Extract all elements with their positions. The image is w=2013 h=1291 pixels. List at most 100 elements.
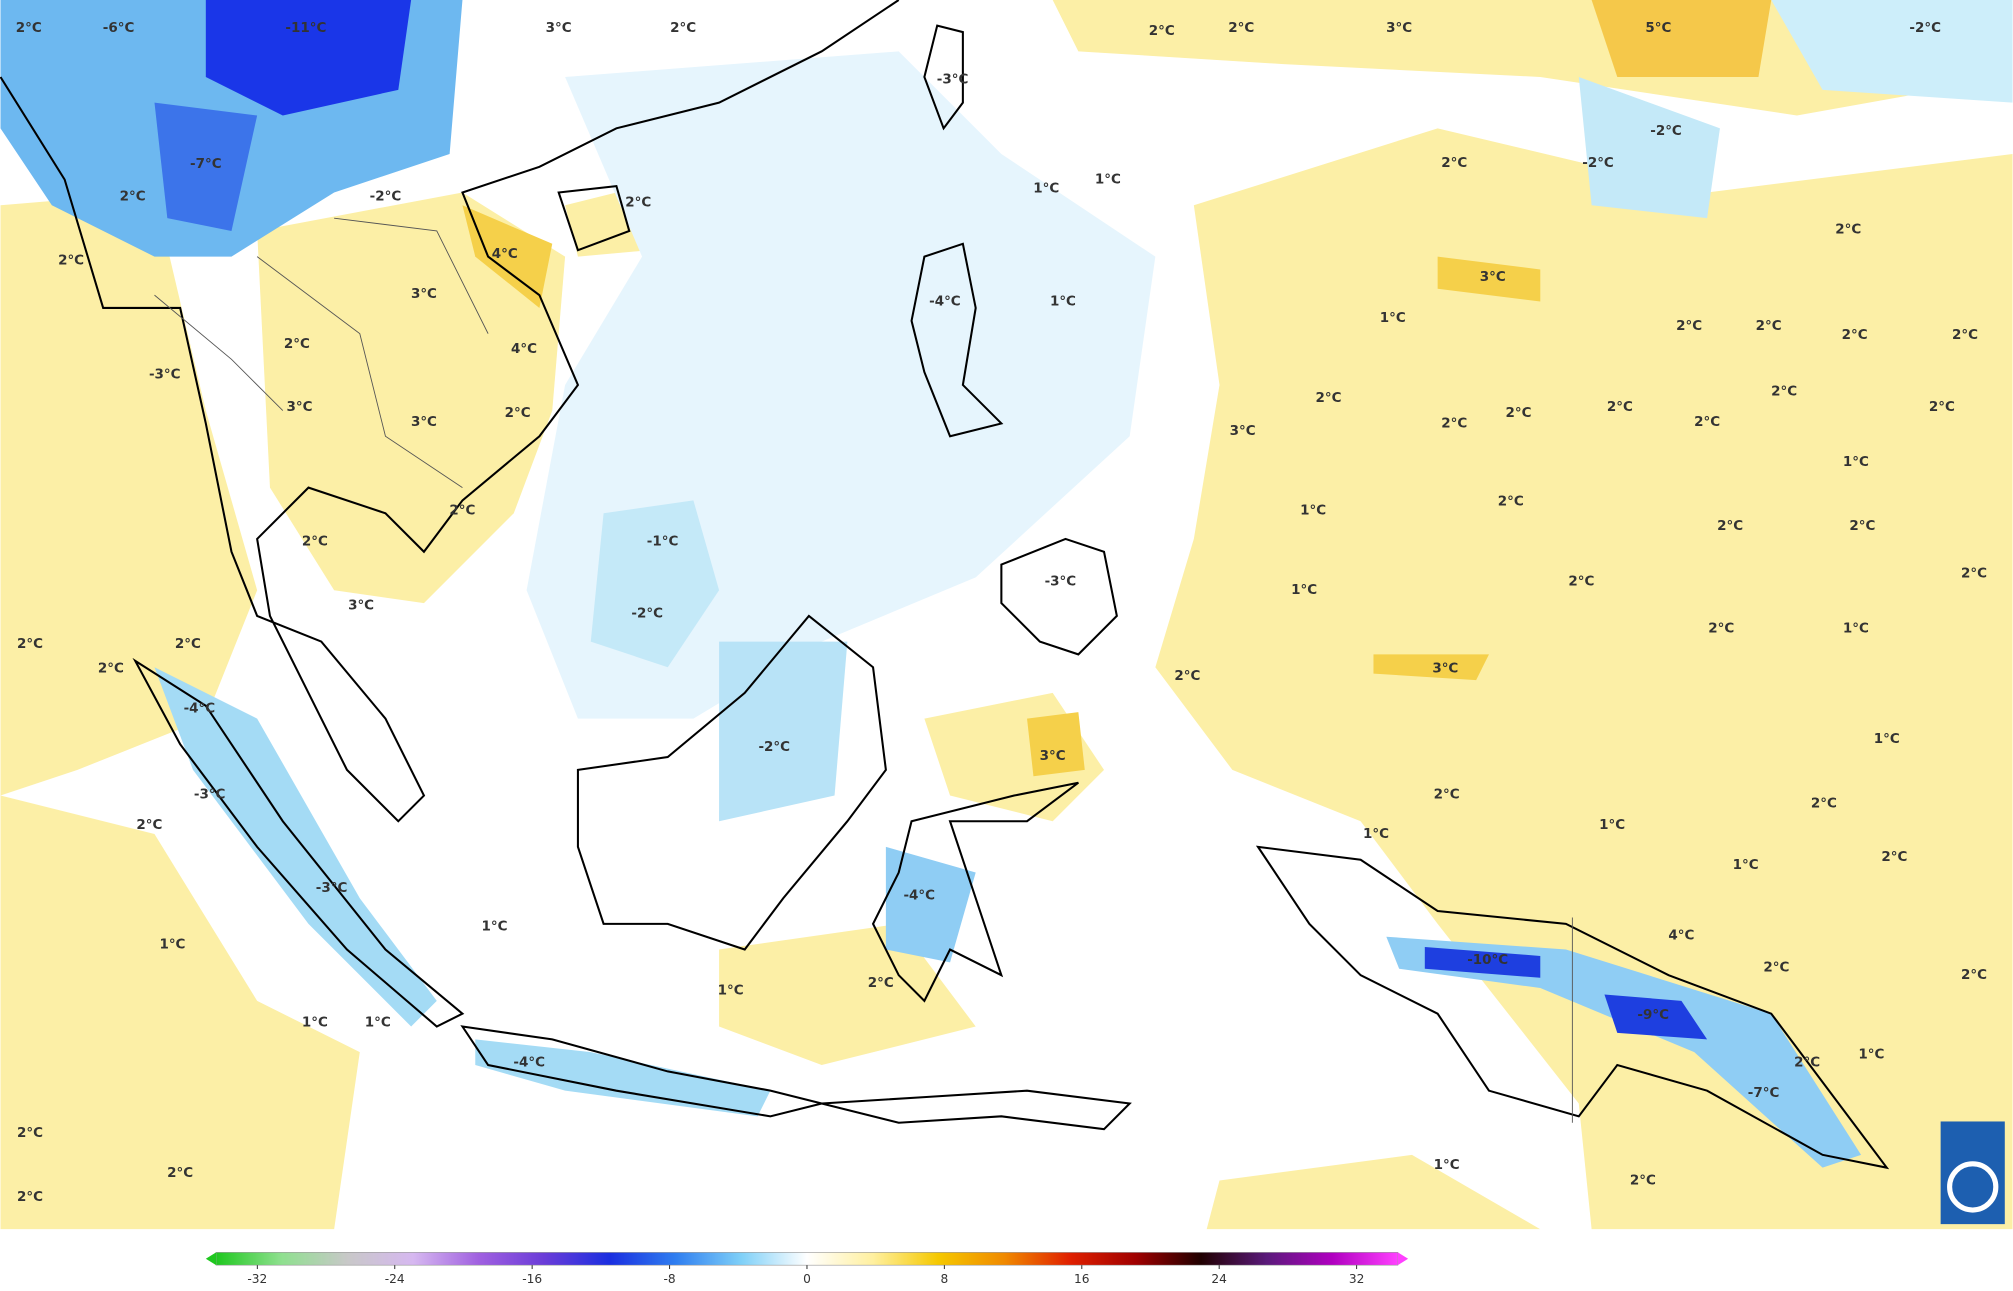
temperature-label: 2°C [1708,621,1734,637]
temperature-label: 1°C [1363,826,1389,842]
temperature-label: -3°C [194,786,226,802]
logo-swirl [1947,1161,1999,1213]
temperature-label: 3°C [1040,748,1066,764]
temperature-label: -2°C [1909,20,1941,36]
temperature-label: 2°C [136,817,162,833]
temperature-label: 1°C [1033,181,1059,197]
temperature-label: 4°C [492,246,518,262]
temperature-label: -2°C [758,739,790,755]
temperature-label: 1°C [1858,1047,1884,1063]
temperature-label: 1°C [1843,621,1869,637]
temperature-label: 1°C [1434,1157,1460,1173]
temperature-label: -6°C [103,20,135,36]
colorbar-tick-label: 24 [1211,1272,1227,1286]
coastlines [0,0,1890,1170]
temperature-label: 3°C [411,286,437,302]
temperature-label: 2°C [1149,23,1175,39]
temperature-label: 1°C [718,983,744,999]
temperature-label: 2°C [1694,414,1720,430]
temperature-label: 1°C [302,1015,328,1031]
temperature-label: 2°C [1717,518,1743,534]
temperature-label: 2°C [1794,1054,1820,1070]
temperature-label: 2°C [1952,327,1978,343]
temperature-label: 2°C [167,1165,193,1181]
temperature-label: 1°C [1291,582,1317,598]
temperature-label: 2°C [1434,786,1460,802]
temperature-label: 2°C [1961,566,1987,582]
temperature-label: 2°C [1498,494,1524,510]
temperature-label: 2°C [284,336,310,352]
temperature-label: 2°C [98,661,124,677]
temperature-label: 2°C [302,533,328,549]
temperature-label: 1°C [1599,817,1625,833]
temperature-label: 2°C [1441,155,1467,171]
temperature-label: 1°C [1380,310,1406,326]
temperature-label: 2°C [1630,1172,1656,1188]
temperature-label: 3°C [286,399,312,415]
temperature-label: 2°C [1441,415,1467,431]
colorbar-left-end [205,1252,217,1266]
colorbar-tick-label: -24 [385,1272,405,1286]
temperature-label: 1°C [1300,503,1326,519]
temperature-label: 2°C [1849,518,1875,534]
temperature-label: 3°C [1386,20,1412,36]
temperature-label: 2°C [1763,959,1789,975]
temperature-label: 2°C [1228,20,1254,36]
temperature-label: 2°C [1568,573,1594,589]
temperature-label: 2°C [505,405,531,421]
colorbar-fill [215,1252,1399,1266]
temperature-label: 3°C [1230,423,1256,439]
temperature-label: 1°C [1095,172,1121,188]
temperature-label: 2°C [1929,399,1955,415]
temperature-label: -4°C [513,1054,545,1070]
temperature-label: 1°C [1050,294,1076,310]
temperature-label: -10°C [1467,952,1508,968]
temperature-label: -9°C [1637,1007,1669,1023]
temperature-label: 2°C [120,188,146,204]
temperature-label: -1°C [647,533,679,549]
temperature-label: 1°C [159,936,185,952]
temperature-label: -2°C [1650,123,1682,139]
temperature-label: 2°C [1505,405,1531,421]
colorbar: -32 -24 -16 -8 0 8 16 24 32 [205,1252,1409,1286]
temperature-label: 1°C [482,918,508,934]
temperature-label: -4°C [903,888,935,904]
temperature-label: 2°C [1811,795,1837,811]
temperature-label: 2°C [868,975,894,991]
temperature-label: 2°C [17,636,43,652]
colorbar-right-end [1397,1252,1409,1266]
temperature-label: 3°C [411,414,437,430]
temperature-label: 1°C [1733,857,1759,873]
temperature-label: -7°C [190,156,222,172]
temperature-label: 2°C [670,20,696,36]
temperature-label: -7°C [1748,1085,1780,1101]
temperature-label: 4°C [511,341,537,357]
temperature-label: 4°C [1668,927,1694,943]
temperature-label: -4°C [184,700,216,716]
temperature-label: -3°C [149,367,181,383]
temperature-label: 1°C [365,1015,391,1031]
temperature-label: 2°C [1881,849,1907,865]
colorbar-tick-label: -16 [522,1272,542,1286]
temperature-label: 2°C [1961,967,1987,983]
temperature-label: 3°C [348,598,374,614]
temperature-label: 3°C [546,20,572,36]
temperature-label: 1°C [1843,454,1869,470]
colorbar-tick-label: -32 [247,1272,267,1286]
temperature-label: 1°C [1874,731,1900,747]
temperature-label: -4°C [929,294,961,310]
temperature-label: 2°C [17,1125,43,1141]
temperature-label: -3°C [1045,573,1077,589]
temperature-label: 2°C [1607,399,1633,415]
temperature-label: 2°C [1835,222,1861,238]
temperature-label: -2°C [631,605,663,621]
temperature-label: -2°C [1582,155,1614,171]
temperature-label: -3°C [316,880,348,896]
temperature-labels: -6°C -11°C 3°C 2°C 2°C 2°C 2°C 3°C 5°C -2°C -3°C -7… [16,20,1987,1205]
temperature-label: 2°C [1756,318,1782,334]
temperature-label: 3°C [1480,269,1506,285]
temperature-label: 2°C [1676,318,1702,334]
temperature-label: -11°C [285,20,326,36]
